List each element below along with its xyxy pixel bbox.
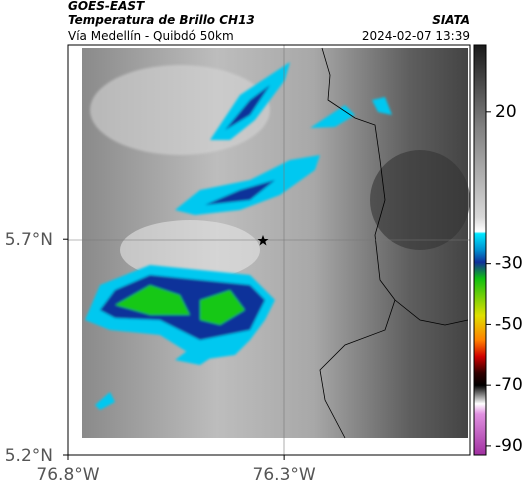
colorbar-tick-label: -70 <box>495 375 523 395</box>
location-star <box>257 235 269 246</box>
timestamp: 2024-02-07 13:39 <box>362 29 470 43</box>
colorbar-tick-label: -30 <box>495 254 523 274</box>
subtitle: Vía Medellín - Quibdó 50km <box>68 29 234 43</box>
lon-tick-label: 76.3°W <box>253 465 316 485</box>
title: Temperatura de Brillo CH13 <box>68 13 255 27</box>
colorbar <box>473 44 487 456</box>
colorbar-tick-label: 20 <box>495 102 517 122</box>
satellite-image <box>67 44 471 456</box>
source: SIATA <box>432 13 470 27</box>
colorbar-tick-label: -90 <box>495 436 523 456</box>
satellite-name: GOES-EAST <box>68 0 145 13</box>
colorbar-tick-label: -50 <box>495 314 523 334</box>
lat-tick-label: 5.2°N <box>5 446 53 466</box>
lat-tick-label: 5.7°N <box>5 230 53 250</box>
lon-tick-label: 76.8°W <box>36 465 99 485</box>
